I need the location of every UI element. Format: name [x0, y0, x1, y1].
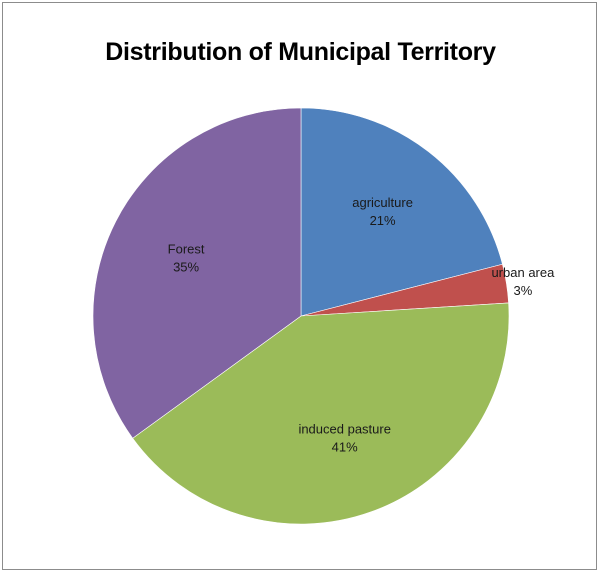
pie-slice-forest — [92, 107, 302, 439]
chart-title: Distribution of Municipal Territory — [105, 38, 496, 66]
pie-labels: agriculture 21% urban area 3% induced pastur… — [168, 195, 555, 454]
slice-label-urban-area: urban area — [491, 265, 555, 280]
slice-percent-induced-pasture: 41% — [332, 439, 358, 454]
pie-slices — [92, 107, 510, 525]
slice-label-forest: Forest — [168, 242, 205, 257]
slice-percent-urban-area: 3% — [514, 283, 533, 298]
slice-label-induced-pasture: induced pasture — [298, 421, 391, 436]
pie-slice-agriculture — [300, 107, 503, 317]
slice-label-agriculture: agriculture — [352, 195, 413, 210]
slice-percent-agriculture: 21% — [370, 213, 396, 228]
slice-percent-forest: 35% — [173, 260, 199, 275]
pie-slice-induced-pasture — [132, 302, 510, 525]
